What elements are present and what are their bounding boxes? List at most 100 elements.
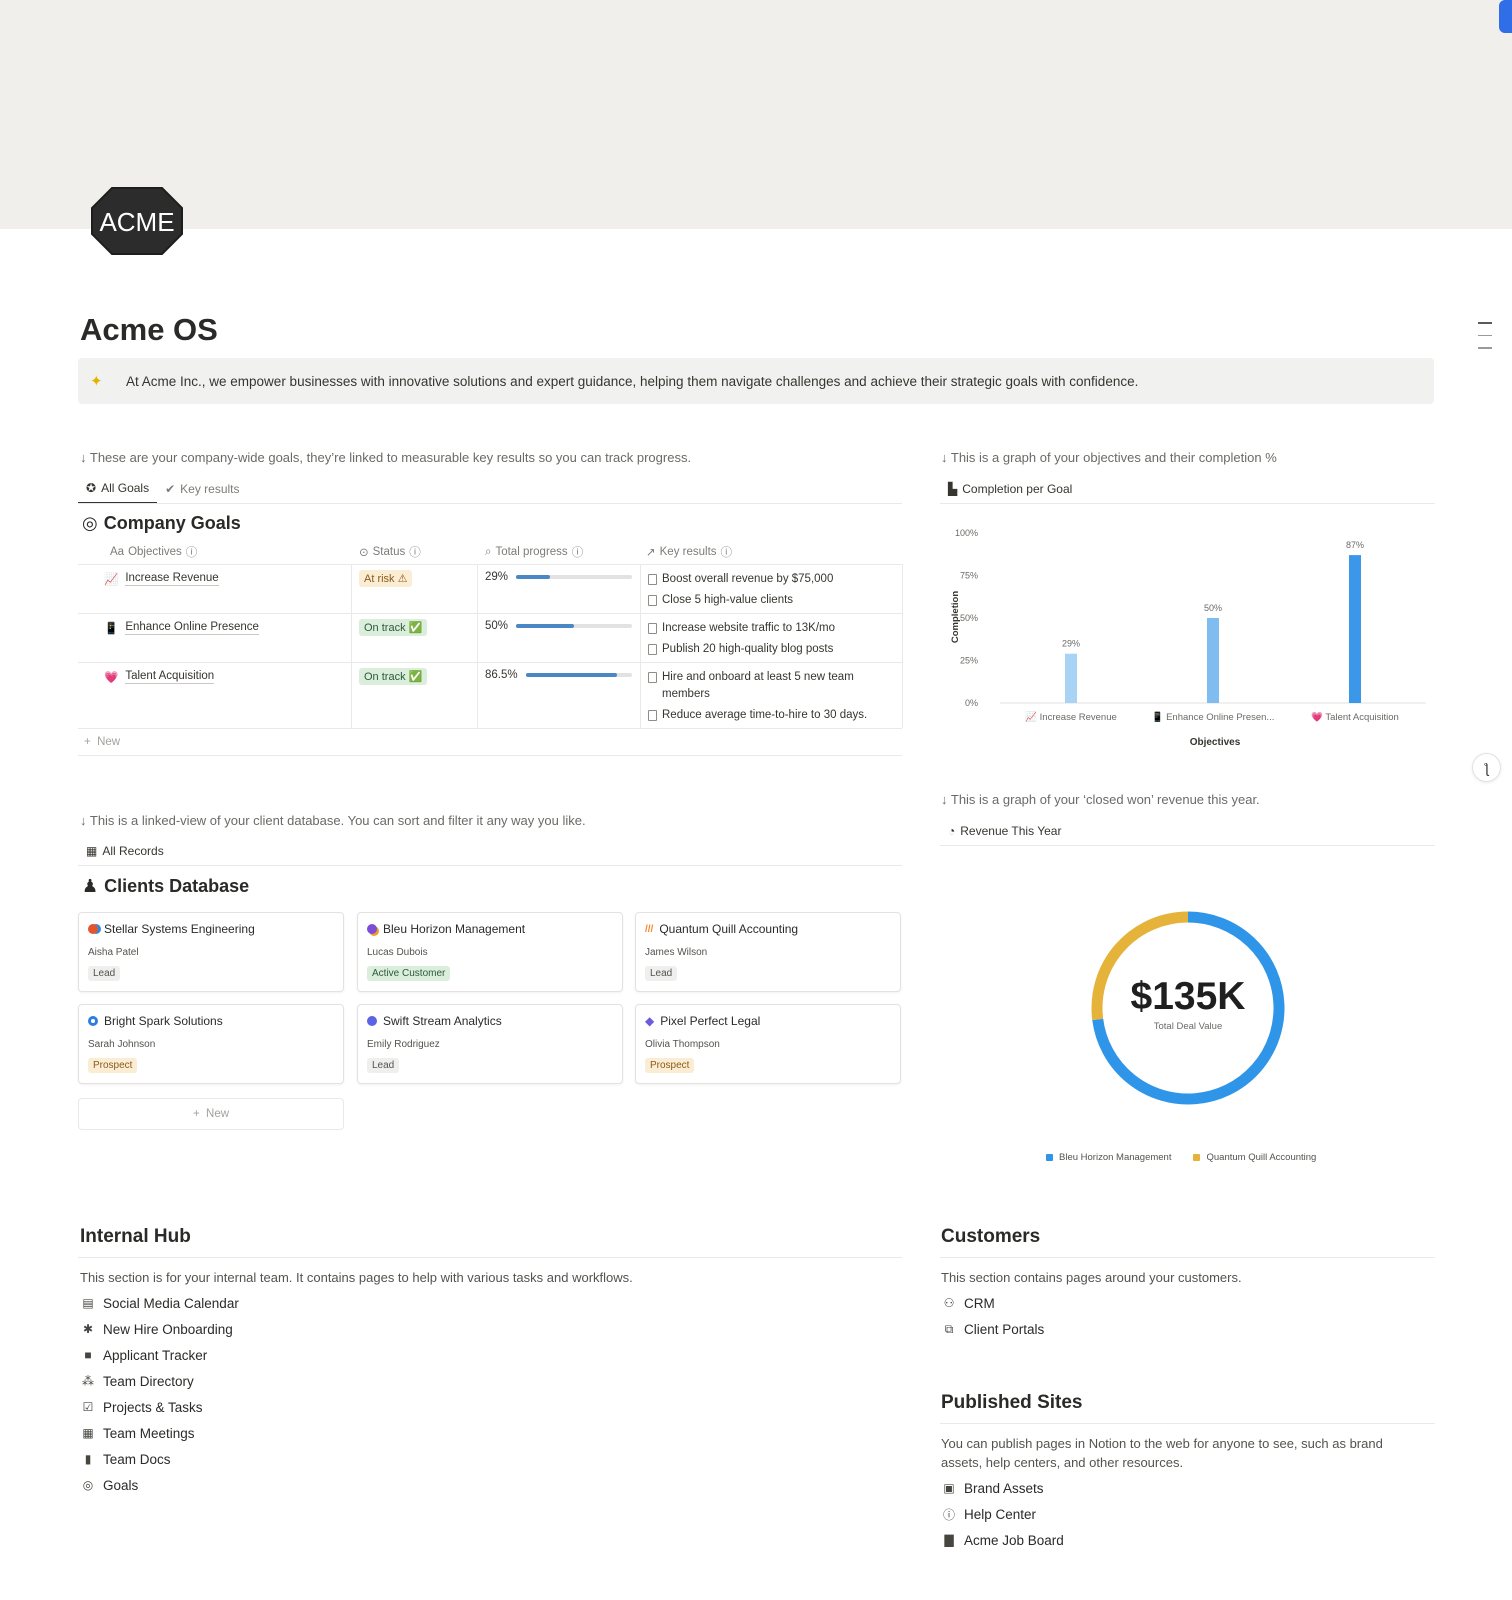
page-link-help-center[interactable]: ⓘ Help Center bbox=[942, 1506, 1037, 1522]
col-objectives[interactable]: Aa Objectives ⓘ bbox=[110, 546, 198, 559]
status-icon: ⊙ bbox=[359, 547, 369, 559]
key-result-link[interactable]: Increase website traffic to 13K/mo bbox=[648, 620, 888, 637]
company-goals-title[interactable]: ◎ Company Goals bbox=[82, 513, 241, 533]
ai-assistant-button[interactable]: ƪ bbox=[1472, 753, 1501, 782]
page-link-new-hire-onboarding[interactable]: ✱ New Hire Onboarding bbox=[80, 1316, 239, 1342]
stripes-icon: /// bbox=[645, 923, 654, 935]
acme-logo: ACME bbox=[91, 187, 183, 255]
client-contact: Olivia Thompson bbox=[645, 1039, 720, 1050]
status-badge: Prospect bbox=[88, 1058, 138, 1073]
status-badge[interactable]: On track ✅ bbox=[359, 619, 428, 636]
page-icon bbox=[648, 574, 657, 585]
clients-database-title[interactable]: ♟ Clients Database bbox=[82, 876, 250, 896]
page-link-team-meetings[interactable]: ▦ Team Meetings bbox=[80, 1420, 239, 1446]
y-tick-label: 0% bbox=[965, 698, 978, 708]
client-card[interactable]: ///Quantum Quill Accounting James Wilson… bbox=[635, 912, 901, 992]
donut-slice[interactable] bbox=[1091, 911, 1189, 1021]
col-key-results[interactable]: ↗ Key results ⓘ bbox=[646, 546, 733, 559]
new-client-button[interactable]: + New bbox=[78, 1098, 344, 1130]
page-link-client-portals[interactable]: ⧉ Client Portals bbox=[941, 1316, 1045, 1342]
page-link-goals[interactable]: ◎ Goals bbox=[80, 1472, 239, 1498]
client-contact: Emily Rodriguez bbox=[367, 1039, 440, 1050]
pie-chart-icon: ◔ bbox=[948, 824, 956, 838]
info-icon: ⓘ bbox=[571, 547, 584, 559]
check-circle-icon: ✔ bbox=[165, 482, 176, 496]
key-results-cell: Boost overall revenue by $75,000 Close 5… bbox=[648, 571, 888, 613]
chart-xlabel: Objectives bbox=[1190, 737, 1241, 748]
client-card[interactable]: Stellar Systems Engineering Aisha Patel … bbox=[78, 912, 344, 992]
info-icon: ⓘ bbox=[942, 1507, 955, 1522]
revenue-hint: ↓ This is a graph of your ‘closed won’ r… bbox=[941, 792, 1260, 807]
search-icon: ⌕ bbox=[485, 545, 492, 558]
key-result-link[interactable]: Reduce average time-to-hire to 30 days. bbox=[648, 707, 888, 724]
goal-row-objective[interactable]: 📱 Enhance Online Presence bbox=[104, 621, 259, 635]
goal-row-objective[interactable]: 💗 Talent Acquisition bbox=[104, 670, 215, 684]
people-icon: ✱ bbox=[82, 1322, 94, 1336]
tab-key-results[interactable]: ✔ Key results bbox=[165, 482, 240, 496]
heart-icon: 💗 bbox=[104, 671, 119, 684]
svg-text:ACME: ACME bbox=[99, 207, 174, 237]
page-icon bbox=[648, 672, 657, 683]
client-card[interactable]: Bleu Horizon Management Lucas Dubois Act… bbox=[357, 912, 623, 992]
internal-hub-pages: ▤ Social Media Calendar ✱ New Hire Onboard… bbox=[80, 1290, 239, 1498]
total-deal-value: $135K bbox=[1130, 975, 1246, 1018]
key-result-link[interactable]: Publish 20 high-quality blog posts bbox=[648, 641, 888, 658]
x-tick-label: 💗 Talent Acquisition bbox=[1311, 711, 1399, 723]
x-tick-label: 📱 Enhance Online Presen... bbox=[1152, 711, 1275, 723]
progress-bar bbox=[516, 624, 633, 628]
page-icon bbox=[648, 710, 657, 721]
client-card[interactable]: ◆ Pixel Perfect Legal Olivia Thompson Pro… bbox=[635, 1004, 901, 1084]
page-link-team-directory[interactable]: ⁂ Team Directory bbox=[82, 1373, 194, 1389]
key-result-link[interactable]: Boost overall revenue by $75,000 bbox=[648, 571, 888, 588]
goal-row-objective[interactable]: 📈 Increase Revenue bbox=[104, 572, 219, 586]
page-link-acme-job-board[interactable]: ▇ Acme Job Board bbox=[941, 1527, 1063, 1553]
person-icon: ♟ bbox=[82, 876, 99, 896]
tab-revenue-this-year[interactable]: ◔ Revenue This Year bbox=[948, 824, 1062, 838]
briefcase-icon: ■ bbox=[84, 1348, 92, 1362]
page-link-crm[interactable]: ⚇ CRM bbox=[941, 1290, 1044, 1316]
text-icon: Aa bbox=[110, 546, 125, 558]
new-goal-button[interactable]: + New bbox=[84, 736, 121, 748]
revenue-donut-chart bbox=[1091, 911, 1285, 1105]
client-card[interactable]: Bright Spark Solutions Sarah Johnson Pro… bbox=[78, 1004, 344, 1084]
page-link-applicant-tracker[interactable]: ■ Applicant Tracker bbox=[80, 1342, 239, 1368]
info-icon: ⓘ bbox=[720, 547, 733, 559]
donut-center-label: $135K Total Deal Value bbox=[1112, 975, 1264, 1032]
y-tick-label: 25% bbox=[960, 656, 978, 666]
tab-completion-per-goal[interactable]: ▙ Completion per Goal bbox=[948, 482, 1073, 496]
target-icon: ✪ bbox=[86, 481, 97, 495]
tab-all-records[interactable]: ▦ All Records bbox=[86, 844, 164, 858]
internal-hub-description: This section is for your internal team. … bbox=[80, 1270, 633, 1285]
tab-all-goals[interactable]: ✪ All Goals bbox=[78, 474, 158, 504]
legend-item[interactable]: Bleu Horizon Management bbox=[1046, 1152, 1171, 1163]
table-of-contents-icon[interactable] bbox=[1478, 322, 1492, 360]
page-link-brand-assets[interactable]: ▣ Brand Assets bbox=[941, 1475, 1064, 1501]
chart-bar bbox=[1349, 555, 1361, 703]
completion-hint: ↓ This is a graph of your objectives and… bbox=[941, 450, 1277, 465]
published-sites-pages: ▣ Brand Assets ⓘ Help Center ▇ Acme Job Boa… bbox=[941, 1475, 1064, 1553]
legend-item[interactable]: Quantum Quill Accounting bbox=[1193, 1152, 1316, 1163]
key-result-link[interactable]: Close 5 high-value clients bbox=[648, 592, 888, 609]
gallery-icon: ▦ bbox=[86, 844, 98, 858]
mission-callout: ✦ At Acme Inc., we empower businesses wi… bbox=[78, 358, 1434, 404]
internal-hub-heading: Internal Hub bbox=[80, 1226, 191, 1247]
status-badge[interactable]: At risk ⚠ bbox=[359, 570, 413, 587]
col-total-progress[interactable]: ⌕ Total progress ⓘ bbox=[485, 545, 584, 560]
y-tick-label: 100% bbox=[955, 528, 978, 538]
client-contact: Sarah Johnson bbox=[88, 1039, 156, 1050]
bar-value-label: 29% bbox=[1062, 639, 1080, 649]
page-link-projects-tasks[interactable]: ☑ Projects & Tasks bbox=[80, 1394, 239, 1420]
status-badge: Lead bbox=[645, 966, 678, 981]
side-panel-tab[interactable] bbox=[1499, 0, 1512, 33]
page-icon bbox=[648, 644, 657, 655]
page-link-team-docs[interactable]: ▮ Team Docs bbox=[80, 1446, 239, 1472]
donut-slice[interactable] bbox=[1092, 911, 1285, 1105]
col-status[interactable]: ⊙ Status ⓘ bbox=[359, 546, 421, 559]
group-icon: ⚇ bbox=[943, 1296, 955, 1310]
status-badge[interactable]: On track ✅ bbox=[359, 668, 428, 685]
key-result-link[interactable]: Hire and onboard at least 5 new team mem… bbox=[648, 669, 888, 703]
customers-pages: ⚇ CRM ⧉ Client Portals bbox=[941, 1290, 1045, 1342]
portal-icon: ⧉ bbox=[944, 1321, 954, 1336]
client-card[interactable]: Swift Stream Analytics Emily Rodriguez L… bbox=[357, 1004, 623, 1084]
page-link-social-media-calendar[interactable]: ▤ Social Media Calendar bbox=[80, 1290, 239, 1316]
